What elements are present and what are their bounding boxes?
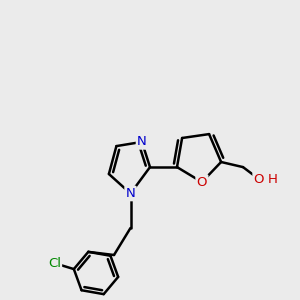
Text: N: N xyxy=(126,187,135,200)
Text: O: O xyxy=(197,176,207,189)
Text: N: N xyxy=(137,135,147,148)
Text: H: H xyxy=(268,172,277,186)
Text: O: O xyxy=(254,172,264,186)
Text: Cl: Cl xyxy=(48,256,61,270)
